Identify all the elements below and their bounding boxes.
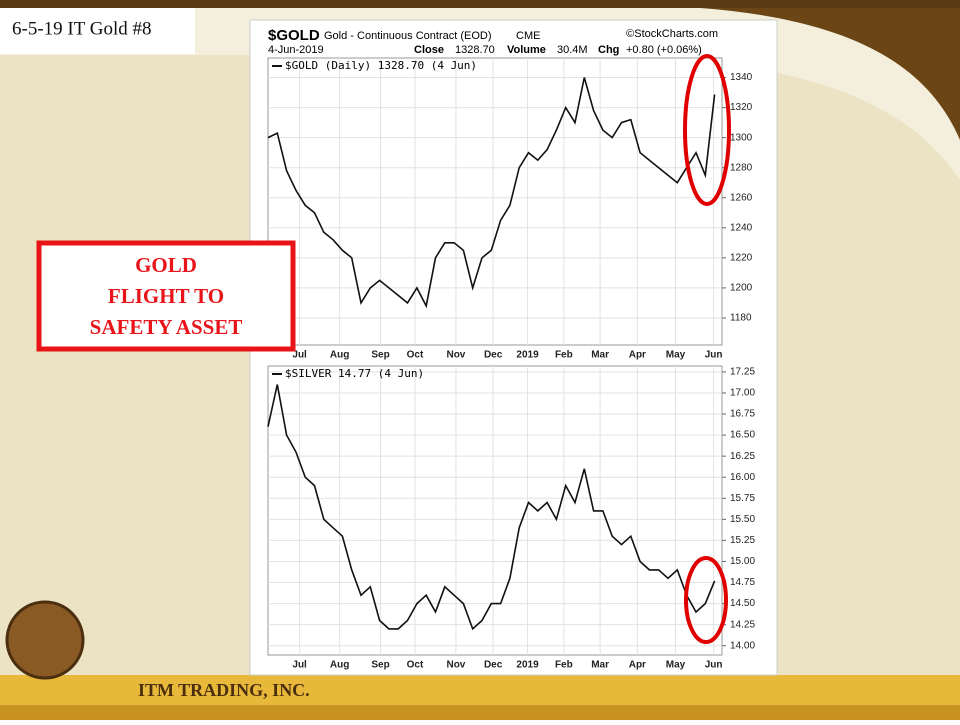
- x-tick-label: May: [666, 350, 686, 361]
- y-tick-label: 16.00: [730, 472, 755, 483]
- x-tick-label: Sep: [371, 660, 389, 671]
- x-tick-label: May: [666, 660, 686, 671]
- y-tick-label: 15.00: [730, 556, 755, 567]
- chart-symbol: $GOLD: [268, 27, 320, 44]
- x-tick-label: Apr: [629, 660, 646, 671]
- highlight-circle: [683, 54, 731, 206]
- x-tick-label: Nov: [446, 660, 465, 671]
- y-tick-label: 1340: [730, 72, 753, 83]
- highlight-circle: [684, 556, 728, 644]
- y-tick-label: 1180: [730, 313, 752, 324]
- x-tick-label: Feb: [555, 350, 573, 361]
- x-tick-label: 2019: [516, 660, 539, 671]
- callout-line: SAFETY ASSET: [90, 315, 243, 339]
- volume-value: 30.4M: [557, 44, 588, 56]
- chart-exchange: CME: [516, 30, 540, 42]
- y-tick-label: 17.25: [730, 367, 755, 378]
- callout-box: [36, 240, 296, 352]
- y-tick-label: 1280: [730, 162, 753, 173]
- y-tick-label: 14.00: [730, 640, 755, 651]
- close-label: Close: [414, 44, 444, 56]
- y-tick-label: 1260: [730, 192, 753, 203]
- y-tick-label: 14.25: [730, 619, 755, 630]
- title-box: [0, 8, 195, 54]
- footer-text: ITM TRADING, INC.: [138, 680, 310, 700]
- y-tick-label: 16.75: [730, 409, 755, 420]
- legend-label: $GOLD (Daily) 1328.70 (4 Jun): [285, 59, 477, 72]
- y-tick-label: 16.25: [730, 451, 755, 462]
- x-tick-label: Aug: [330, 350, 349, 361]
- footer-band-dark: [0, 705, 960, 720]
- x-tick-label: Jun: [705, 660, 723, 671]
- y-tick-label: 15.25: [730, 535, 755, 546]
- volume-label: Volume: [507, 44, 546, 56]
- x-tick-label: Jun: [705, 350, 723, 361]
- callout-line: FLIGHT TO: [108, 284, 224, 308]
- y-tick-label: 14.75: [730, 577, 755, 588]
- y-tick-label: 1300: [730, 132, 753, 143]
- plot-area: [267, 57, 723, 346]
- y-tick-label: 17.00: [730, 388, 755, 399]
- plot-area: [267, 365, 723, 656]
- y-tick-label: 1200: [730, 283, 753, 294]
- legend-label: $SILVER 14.77 (4 Jun): [285, 367, 424, 380]
- y-tick-label: 1320: [730, 102, 753, 113]
- y-tick-label: 1240: [730, 222, 753, 233]
- chg-label: Chg: [598, 44, 619, 56]
- x-tick-label: Sep: [371, 350, 389, 361]
- x-tick-label: Feb: [555, 660, 573, 671]
- x-tick-label: Nov: [446, 350, 465, 361]
- y-tick-label: 16.50: [730, 430, 755, 441]
- x-tick-label: 2019: [516, 350, 539, 361]
- x-tick-label: Oct: [407, 660, 424, 671]
- x-tick-label: Jul: [292, 660, 307, 671]
- top-band: [0, 0, 960, 8]
- chart-source: ©StockCharts.com: [626, 28, 718, 40]
- globe-icon: [5, 600, 85, 680]
- y-tick-label: 15.75: [730, 493, 755, 504]
- x-tick-label: Dec: [484, 660, 503, 671]
- y-tick-label: 1220: [730, 252, 753, 263]
- series-line: [267, 384, 716, 631]
- y-tick-label: 15.50: [730, 514, 755, 525]
- brown-curve: [700, 8, 960, 140]
- charts: 1180 1200 1220 1240 1260 1280 1300 1320 1340 Jul A…: [267, 57, 755, 671]
- y-tick-label: 14.50: [730, 598, 755, 609]
- x-tick-label: Dec: [484, 350, 503, 361]
- x-tick-label: Apr: [629, 350, 646, 361]
- x-tick-label: Mar: [591, 350, 609, 361]
- chart-description: Gold - Continuous Contract (EOD): [324, 30, 492, 42]
- x-tick-label: Jul: [292, 350, 307, 361]
- x-tick-label: Oct: [407, 350, 424, 361]
- chg-value: +0.80 (+0.06%): [626, 44, 702, 56]
- series-line: [267, 77, 716, 309]
- slide-title: 6-5-19 IT Gold #8: [12, 18, 152, 39]
- x-tick-label: Aug: [330, 660, 349, 671]
- callout-line: GOLD: [135, 253, 197, 277]
- close-value: 1328.70: [455, 44, 495, 56]
- chart-date: 4-Jun-2019: [268, 44, 324, 56]
- x-tick-label: Mar: [591, 660, 609, 671]
